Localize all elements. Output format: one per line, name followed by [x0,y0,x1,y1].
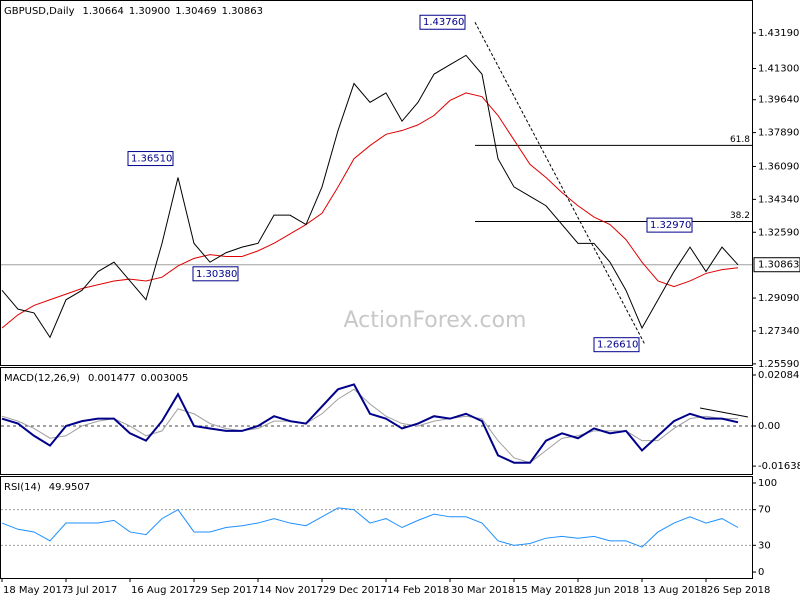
title-value: 0.001477 [88,373,136,384]
annotation-label: 1.30380 [196,269,237,280]
y-tick-label: 1.32590 [758,227,799,238]
x-tick-label: 15 May 2018 [515,585,580,596]
title-value: 1.30664 [83,6,124,17]
annotation-label: 1.26610 [597,340,638,351]
y-tick-label: 0 [758,567,764,578]
y-tick-label: 1.25590 [758,359,799,370]
watermark: ActionForex.com [344,308,527,333]
series-line [1,507,739,548]
macd-trendline [699,407,749,418]
x-tick-label: 30 Mar 2018 [451,585,514,596]
annotation-label: 1.36510 [131,154,172,165]
annotation-label: 1.32970 [650,220,691,231]
x-tick-label: 13 Aug 2018 [643,585,707,596]
series-line [1,383,739,464]
y-tick-label: 100 [758,478,777,489]
y-tick-label: -0.016389 [758,461,800,472]
x-tick-label: 18 May 2017 [3,585,68,596]
annotation-box [646,217,693,233]
last-price-label: 1.30863 [758,260,799,271]
title-value: 1.30900 [129,6,170,17]
swing-dashed [474,22,646,345]
y-tick-label: 30 [758,540,771,551]
annotation-box [127,151,174,167]
title-value: 49.9507 [49,482,90,493]
title-value: 1.30863 [222,6,263,17]
y-tick-label: 70 [758,505,771,516]
y-tick-label: 1.27340 [758,326,799,337]
x-tick-label: 29 Dec 2017 [323,585,387,596]
price-frame [0,0,753,366]
y-tick-label: 1.39640 [758,95,799,106]
macd-frame [0,367,753,475]
annotation-label: 1.43760 [423,17,464,28]
series-line [1,92,739,329]
x-tick-label: 14 Nov 2017 [259,585,323,596]
series-line [1,54,739,339]
annotation-box [593,337,640,353]
x-tick-label: 16 Aug 2017 [131,585,195,596]
title-value: 1.30469 [175,6,216,17]
y-tick-label: 1.36090 [758,161,799,172]
y-tick-label: 0.00 [758,421,780,432]
x-tick-label: 3 Jul 2017 [67,585,117,596]
annotation-box [419,14,466,30]
indicator-title: MACD(12,26,9) [4,373,80,384]
title-value: 0.003005 [141,373,189,384]
x-tick-label: 14 Feb 2018 [387,585,449,596]
fib-label: 61.8 [730,135,750,145]
y-tick-label: 1.34340 [758,194,799,205]
last-price-box [753,257,800,273]
y-tick-label: 1.29090 [758,293,799,304]
rsi-frame [0,476,753,579]
y-tick-label: 1.43190 [758,28,799,39]
fib-label: 38.2 [730,211,750,221]
y-tick-label: 1.41300 [758,63,799,74]
indicator-title: RSI(14) [4,482,41,493]
x-tick-label: 26 Sep 2018 [707,585,770,596]
y-tick-label: 1.37890 [758,128,799,139]
y-tick-label: 0.020848 [758,370,800,381]
indicator-title: GBPUSD,Daily [4,6,75,17]
x-tick-label: 29 Sep 2017 [195,585,258,596]
x-tick-label: 28 Jun 2018 [579,585,639,596]
annotation-box [192,266,239,282]
series-line [1,388,738,464]
